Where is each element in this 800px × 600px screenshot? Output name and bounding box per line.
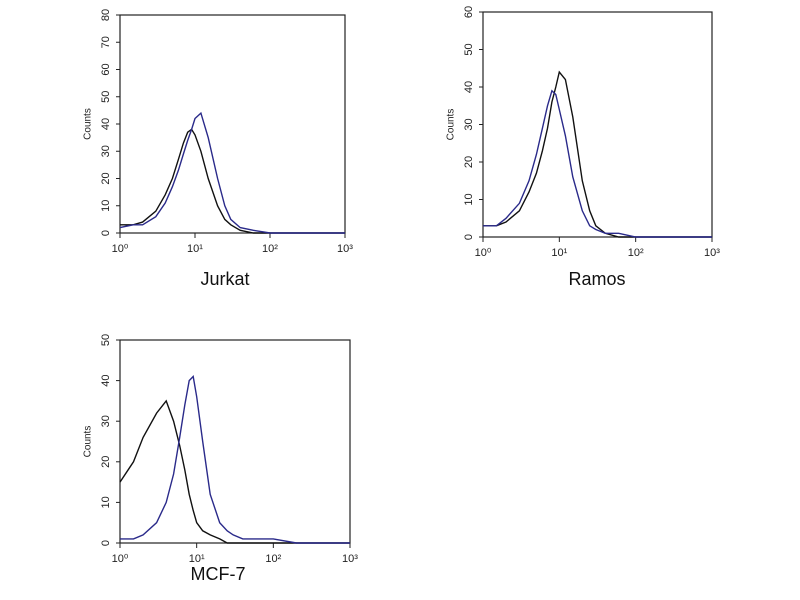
x-tick-label: 10⁰	[475, 247, 492, 259]
y-tick-label: 60	[100, 63, 112, 75]
y-tick-label: 50	[463, 43, 475, 55]
x-tick-label: 10³	[337, 243, 353, 255]
y-tick-label: 70	[100, 36, 112, 48]
x-tick-label: 10¹	[551, 247, 567, 259]
histogram-line	[483, 70, 712, 238]
x-axis-label: MCF-7	[191, 564, 246, 584]
x-tick-label: 10³	[704, 247, 720, 259]
y-tick-label: 0	[100, 230, 112, 236]
y-tick-label: 20	[100, 456, 112, 468]
y-tick-label: 20	[100, 172, 112, 184]
y-tick-label: 50	[100, 334, 112, 346]
histogram-line	[120, 128, 345, 234]
x-tick-label: 10¹	[189, 553, 205, 565]
plot-frame	[119, 339, 351, 544]
histogram-line	[119, 399, 350, 544]
x-tick-label: 10¹	[187, 243, 203, 255]
x-tick-label: 10²	[262, 243, 278, 255]
y-tick-label: 40	[463, 81, 475, 93]
y-tick-label: 60	[463, 6, 475, 18]
y-tick-label: 40	[100, 118, 112, 130]
plot-frame	[482, 11, 713, 238]
y-tick-label: 40	[100, 374, 112, 386]
y-tick-label: 0	[463, 234, 475, 240]
x-tick-label: 10³	[342, 553, 358, 565]
x-tick-label: 10⁰	[112, 553, 129, 565]
x-axis-label: Jurkat	[200, 269, 249, 289]
plot-frame	[119, 14, 346, 234]
histogram-line	[119, 111, 345, 234]
x-axis-label: Ramos	[568, 269, 625, 289]
y-tick-label: 10	[463, 193, 475, 205]
histogram-line	[120, 375, 350, 544]
y-tick-label: 50	[100, 91, 112, 103]
y-tick-label: 10	[100, 200, 112, 212]
y-tick-label: 30	[100, 145, 112, 157]
y-tick-label: 10	[100, 496, 112, 508]
x-tick-label: 10²	[628, 247, 644, 259]
y-axis-label: Counts	[83, 426, 94, 458]
y-tick-label: 80	[100, 9, 112, 21]
y-axis-label: Counts	[446, 109, 457, 141]
y-tick-label: 20	[463, 156, 475, 168]
x-tick-label: 10²	[265, 553, 281, 565]
x-tick-label: 10⁰	[112, 243, 129, 255]
y-tick-label: 0	[100, 540, 112, 546]
y-tick-label: 30	[100, 415, 112, 427]
y-axis-label: Counts	[83, 108, 94, 140]
histogram-line	[483, 89, 712, 238]
y-tick-label: 30	[463, 118, 475, 130]
